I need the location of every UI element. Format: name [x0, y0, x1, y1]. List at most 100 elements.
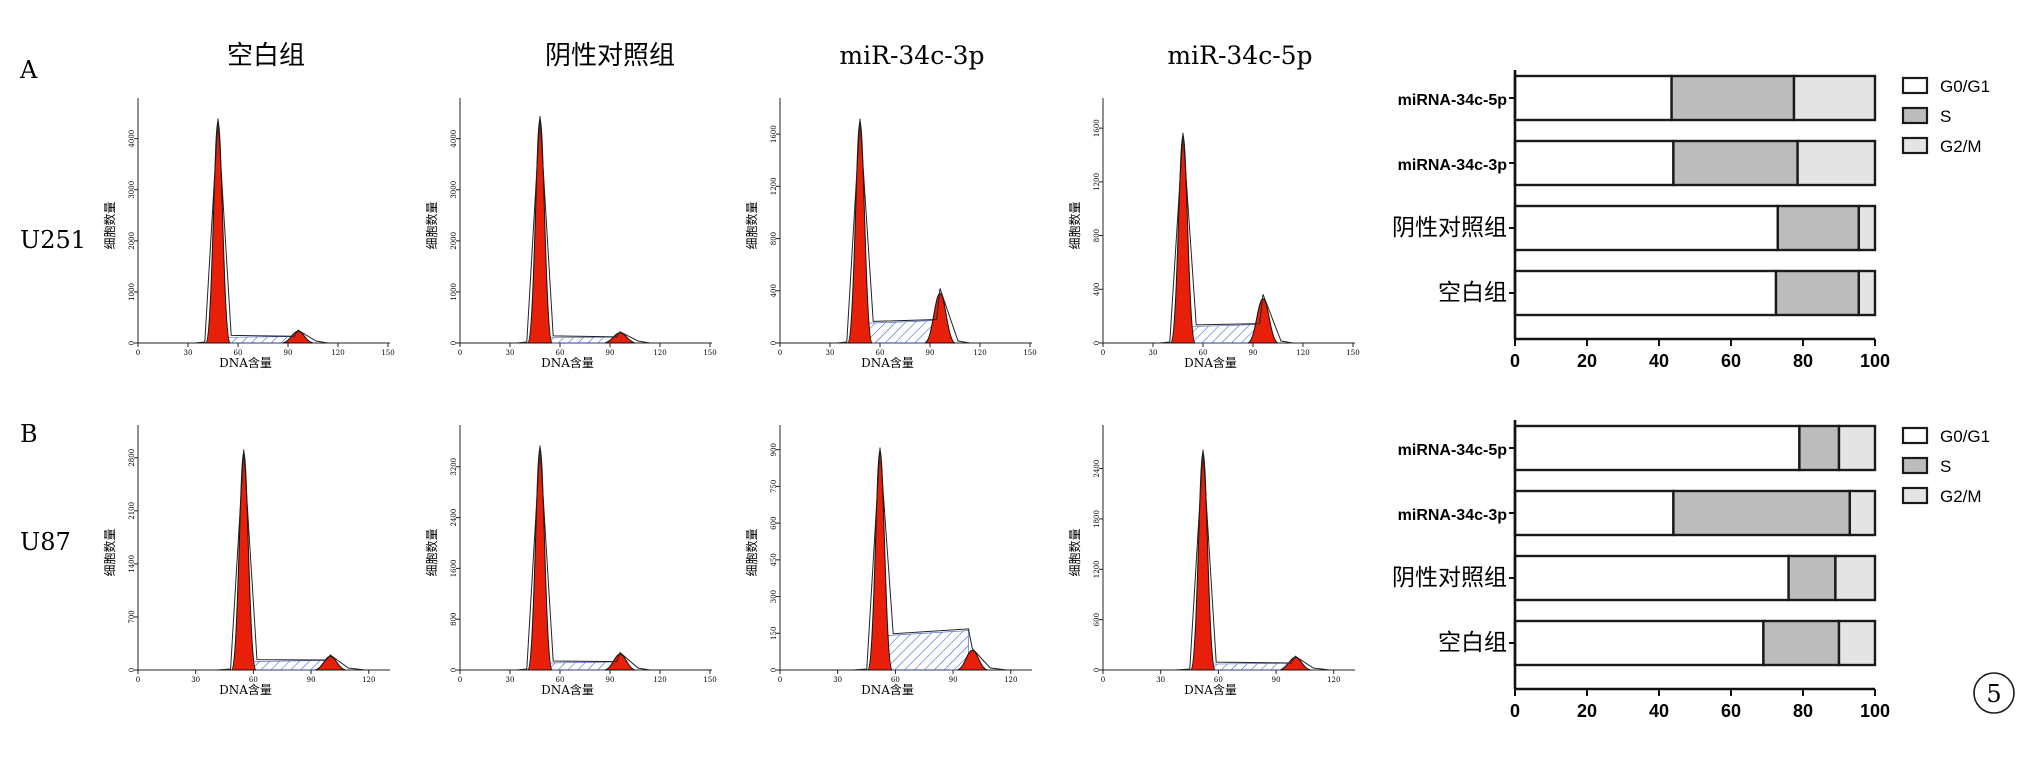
- y-tick-label: 450: [770, 553, 778, 566]
- g2-peak: [1280, 656, 1311, 671]
- s-phase-region: [543, 661, 617, 671]
- category-label: 空白组: [1438, 280, 1507, 306]
- g1-peak: [205, 120, 231, 344]
- x-tick-label: 150: [703, 676, 716, 684]
- x-axis-label: DNA含量: [541, 682, 594, 697]
- x-tick-label: 60: [1721, 701, 1741, 721]
- histogram-envelope: [516, 445, 651, 671]
- y-tick-label: 1600: [1093, 119, 1101, 137]
- x-tick-label: 0: [1510, 351, 1520, 371]
- bar-segment-g0g1: [1513, 139, 1675, 187]
- g1-peak: [231, 451, 257, 671]
- x-tick-label: 30: [833, 676, 842, 684]
- legend-label-s: S: [1940, 457, 1951, 476]
- y-tick-label: 2400: [1093, 460, 1101, 478]
- g1-peak: [1190, 451, 1216, 671]
- x-tick-label: 60: [1214, 676, 1223, 684]
- x-tick-label: 0: [1101, 349, 1105, 357]
- y-tick-label: 0: [450, 668, 458, 672]
- legend-label-g2m: G2/M: [1940, 137, 1982, 156]
- y-tick-label: 3200: [450, 458, 458, 476]
- bar-segment-s: [1672, 489, 1852, 537]
- y-axis-label: 细胞数量: [744, 528, 759, 576]
- x-tick-label: 60: [1199, 349, 1208, 357]
- x-tick-label: 0: [136, 676, 140, 684]
- histogram-envelope: [516, 115, 651, 344]
- x-tick-label: 120: [653, 349, 666, 357]
- legend-label-g0g1: G0/G1: [1940, 427, 1990, 446]
- bar-segment-g2m: [1857, 204, 1877, 252]
- bar-segment-s: [1776, 204, 1861, 252]
- y-tick-label: 600: [770, 516, 778, 529]
- y-axis-label: 细胞数量: [424, 528, 439, 576]
- x-tick-label: 60: [1721, 351, 1741, 371]
- g2-peak: [315, 655, 346, 671]
- histogram-u87-mir34c-5p: 0 600 1200 1800 2400 0 30 60 90 120 细胞数量 DNA含量: [1067, 425, 1355, 697]
- y-tick-label: 300: [770, 590, 778, 603]
- histogram-envelope: [1176, 449, 1330, 671]
- x-tick-label: 120: [1004, 676, 1017, 684]
- y-tick-label: 150: [770, 627, 778, 640]
- y-tick-label: 0: [128, 341, 136, 345]
- x-tick-label: 100: [1860, 701, 1890, 721]
- x-tick-label: 90: [949, 676, 958, 684]
- category-label: 阴性对照组: [1392, 565, 1507, 591]
- x-tick-label: 60: [556, 676, 565, 684]
- y-tick-label: 1800: [1093, 510, 1101, 528]
- histogram-envelope: [194, 118, 329, 344]
- x-tick-label: 60: [556, 349, 565, 357]
- y-tick-label: 1600: [770, 125, 778, 143]
- y-tick-label: 4000: [128, 130, 136, 148]
- g2-peak: [604, 332, 636, 344]
- histogram-u251-mir34c-5p: 0 400 800 1200 1600 0 30 60 90 120 150 细胞数量 DNA含量: [1067, 98, 1360, 370]
- histogram-envelope: [836, 118, 971, 344]
- x-tick-label: 0: [458, 349, 462, 357]
- legend-label-g2m: G2/M: [1940, 487, 1982, 506]
- y-tick-label: 400: [1093, 283, 1101, 296]
- y-tick-label: 800: [770, 232, 778, 245]
- y-tick-label: 2800: [128, 449, 136, 467]
- y-tick-label: 700: [128, 610, 136, 623]
- s-phase-region: [863, 320, 937, 344]
- x-tick-label: 60: [249, 676, 258, 684]
- bar-segment-g0g1: [1513, 424, 1801, 472]
- column-header-negative-control: 阴性对照组: [545, 41, 675, 71]
- x-tick-label: 0: [458, 676, 462, 684]
- bar-segment-g2m: [1796, 139, 1877, 187]
- y-tick-label: 2400: [450, 509, 458, 527]
- y-tick-label: 1000: [128, 283, 136, 301]
- bar-segment-s: [1672, 139, 1799, 187]
- y-tick-label: 1000: [450, 283, 458, 301]
- histogram-u87-negative-control: 0 800 1600 2400 3200 0 30 60 90 120 150 细胞数量 DNA含量: [424, 425, 717, 697]
- legend-label-s: S: [1940, 107, 1951, 126]
- x-tick-label: 0: [1101, 676, 1105, 684]
- x-tick-label: 90: [1272, 676, 1281, 684]
- y-tick-label: 0: [1093, 341, 1101, 345]
- y-axis-label: 细胞数量: [102, 201, 117, 249]
- bar-segment-g2m: [1848, 489, 1877, 537]
- histogram-envelope: [853, 447, 1007, 671]
- x-tick-label: 30: [191, 676, 200, 684]
- bar-segment-g2m: [1857, 269, 1877, 317]
- y-tick-label: 0: [128, 668, 136, 672]
- s-phase-region: [543, 336, 617, 344]
- bar-segment-s: [1774, 269, 1861, 317]
- y-tick-label: 1200: [1093, 173, 1101, 191]
- x-tick-label: 60: [891, 676, 900, 684]
- x-axis-label: DNA含量: [219, 355, 272, 370]
- x-tick-label: 120: [653, 676, 666, 684]
- x-axis-label: DNA含量: [861, 355, 914, 370]
- y-tick-label: 2000: [450, 232, 458, 250]
- y-tick-label: 750: [770, 480, 778, 493]
- s-phase-region: [1186, 324, 1260, 344]
- legend-swatch-s: [1901, 456, 1929, 475]
- g1-peak: [527, 117, 553, 344]
- y-tick-label: 0: [450, 341, 458, 345]
- bar-segment-g2m: [1834, 554, 1877, 602]
- x-tick-label: 120: [1296, 349, 1309, 357]
- bar-segment-g2m: [1837, 424, 1877, 472]
- x-tick-label: 90: [307, 676, 316, 684]
- y-tick-label: 800: [1093, 229, 1101, 242]
